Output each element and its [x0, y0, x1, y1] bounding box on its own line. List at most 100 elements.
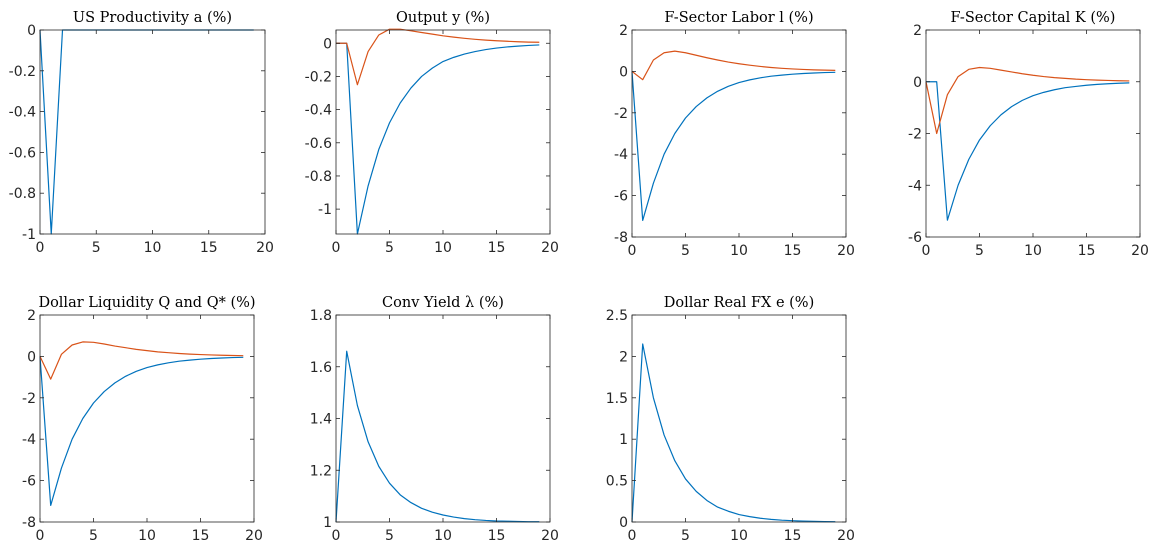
- x-tick-label: 15: [784, 243, 802, 259]
- chart-title: F-Sector Capital K (%): [951, 10, 1116, 26]
- series-line-1: [335, 350, 540, 523]
- y-tick-label: -0.4: [9, 105, 36, 121]
- y-tick-label: -1: [22, 227, 36, 243]
- y-tick-label: 1.5: [606, 391, 628, 407]
- y-tick-label: 0: [619, 515, 628, 531]
- x-tick-label: 5: [681, 528, 690, 544]
- x-tick-label: 5: [92, 240, 101, 256]
- y-tick-label: -8: [614, 230, 628, 246]
- y-tick-label: -6: [22, 474, 36, 490]
- x-tick-label: 5: [385, 240, 394, 256]
- y-tick-label: -4: [908, 178, 922, 194]
- chart-title: US Productivity a (%): [73, 10, 232, 26]
- y-tick-label: -0.2: [9, 64, 36, 80]
- y-tick-label: 1.2: [310, 463, 332, 479]
- y-tick-label: -0.8: [305, 169, 332, 185]
- y-tick-label: 1.6: [310, 360, 332, 376]
- x-tick-label: 0: [332, 240, 341, 256]
- y-tick-label: -6: [908, 230, 922, 246]
- y-tick-label: -0.4: [305, 103, 332, 119]
- y-tick-label: -6: [614, 189, 628, 205]
- x-tick-label: 20: [541, 528, 559, 544]
- y-tick-label: -4: [614, 147, 628, 163]
- y-tick-label: -0.8: [9, 186, 36, 202]
- x-tick-label: 20: [1131, 243, 1149, 259]
- x-tick-label: 20: [837, 528, 855, 544]
- y-tick-label: 0: [323, 36, 332, 52]
- chart-title: Output y (%): [396, 10, 490, 26]
- y-tick-label: -1: [318, 202, 332, 218]
- y-tick-label: 2.5: [606, 308, 628, 324]
- y-tick-label: 0: [27, 23, 36, 39]
- y-tick-label: -0.6: [305, 136, 332, 152]
- series-line-2: [336, 28, 540, 86]
- x-tick-label: 10: [434, 528, 452, 544]
- x-tick-label: 5: [681, 243, 690, 259]
- x-tick-label: 10: [138, 528, 156, 544]
- series-line-1: [631, 343, 836, 523]
- y-tick-label: -0.2: [305, 69, 332, 85]
- x-tick-label: 0: [36, 240, 45, 256]
- x-tick-label: 5: [975, 243, 984, 259]
- chart-panel-2: Output y (%) 0 5 10 15 20 0 -0.2 -0.4 -0.6 -0.8 -1: [305, 10, 559, 256]
- series-line-1: [631, 71, 836, 222]
- y-tick-label: 1.8: [310, 308, 332, 324]
- y-tick-label: 0: [27, 349, 36, 365]
- x-tick-label: 5: [385, 528, 394, 544]
- y-tick-label: -0.6: [9, 145, 36, 161]
- x-tick-label: 10: [1024, 243, 1042, 259]
- x-tick-label: 15: [784, 528, 802, 544]
- x-tick-label: 15: [488, 528, 506, 544]
- x-tick-label: 15: [200, 240, 218, 256]
- x-tick-label: 0: [628, 528, 637, 544]
- y-tick-label: 2: [913, 23, 922, 39]
- chart-title: Dollar Liquidity Q and Q* (%): [38, 295, 255, 311]
- y-tick-label: 0.5: [606, 474, 628, 490]
- x-tick-label: 20: [245, 528, 263, 544]
- series-line-2: [39, 341, 244, 380]
- chart-title: Dollar Real FX e (%): [664, 295, 814, 311]
- x-tick-label: 0: [36, 528, 45, 544]
- x-tick-label: 0: [628, 243, 637, 259]
- y-tick-label: -8: [22, 515, 36, 531]
- series-line-1: [336, 42, 540, 235]
- chart-title: Conv Yield λ (%): [382, 295, 504, 311]
- x-tick-label: 15: [1078, 243, 1096, 259]
- x-tick-label: 0: [332, 528, 341, 544]
- series-line-1: [926, 81, 1130, 221]
- chart-panel-6: Conv Yield λ (%) 0 5 10 15 20 1.8 1.6 1.4 1.2 1: [310, 295, 559, 544]
- y-tick-label: 1: [619, 432, 628, 448]
- x-tick-label: 15: [192, 528, 210, 544]
- series-line-2: [631, 50, 836, 81]
- chart-title: F-Sector Labor l (%): [664, 10, 813, 26]
- chart-panel-1: US Productivity a (%) 0 5 10 15 20 0 -0.2 -0.4 -0…: [9, 10, 274, 256]
- x-tick-label: 20: [256, 240, 274, 256]
- y-tick-label: 2: [619, 23, 628, 39]
- x-tick-label: 20: [541, 240, 559, 256]
- y-tick-label: -4: [22, 432, 36, 448]
- x-tick-label: 0: [922, 243, 931, 259]
- x-tick-label: 10: [434, 240, 452, 256]
- series-line-1: [39, 356, 244, 507]
- y-tick-label: -2: [22, 391, 36, 407]
- y-tick-label: 1.4: [310, 412, 332, 428]
- y-tick-label: 2: [619, 349, 628, 365]
- x-tick-label: 15: [488, 240, 506, 256]
- x-tick-label: 10: [730, 528, 748, 544]
- x-tick-label: 10: [730, 243, 748, 259]
- series-line-2: [925, 66, 1130, 135]
- x-tick-label: 10: [144, 240, 162, 256]
- y-tick-label: 0: [619, 64, 628, 80]
- chart-panel-7: Dollar Real FX e (%) 0 5 10 15 20 2.5 2 1.5 1 0.5 0: [606, 295, 855, 544]
- x-tick-label: 5: [89, 528, 98, 544]
- y-tick-label: -2: [614, 106, 628, 122]
- y-tick-label: -2: [908, 127, 922, 143]
- chart-panel-5: Dollar Liquidity Q and Q* (%)0 5 10 15 2020-…: [22, 295, 263, 544]
- y-tick-label: 2: [27, 308, 36, 324]
- y-tick-label: 1: [323, 515, 332, 531]
- x-tick-label: 20: [837, 243, 855, 259]
